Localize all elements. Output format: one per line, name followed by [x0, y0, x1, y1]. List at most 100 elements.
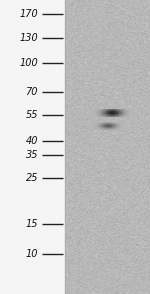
Bar — [118, 125, 119, 126]
Bar — [119, 128, 120, 129]
Bar — [129, 108, 130, 109]
Bar — [108, 108, 109, 109]
Bar — [118, 115, 119, 116]
Bar — [95, 127, 96, 128]
Bar — [92, 112, 93, 113]
Bar — [117, 114, 118, 115]
Bar — [97, 108, 98, 109]
Bar — [112, 123, 113, 124]
Bar — [114, 122, 115, 123]
Bar — [106, 115, 107, 116]
Bar — [98, 114, 99, 115]
Bar — [103, 127, 104, 128]
Bar — [107, 117, 108, 118]
Bar — [105, 108, 106, 109]
Bar — [127, 109, 128, 110]
Bar — [64, 0, 150, 294]
Bar — [119, 109, 120, 110]
Bar — [113, 124, 114, 125]
Bar — [114, 114, 115, 115]
Bar — [93, 109, 94, 110]
Bar — [112, 109, 113, 110]
Bar — [100, 127, 101, 128]
Bar — [97, 113, 98, 114]
Bar — [120, 117, 121, 118]
Bar — [104, 109, 105, 110]
Bar — [98, 117, 99, 118]
Bar — [110, 115, 111, 116]
Bar — [93, 123, 94, 124]
Bar — [110, 109, 111, 110]
Bar — [110, 117, 111, 118]
Bar — [100, 123, 101, 124]
Bar — [97, 115, 98, 116]
Bar — [120, 122, 121, 123]
Bar — [89, 127, 90, 128]
Bar — [129, 115, 130, 116]
Bar — [131, 113, 132, 114]
Bar — [105, 115, 106, 116]
Bar — [93, 111, 94, 112]
Bar — [132, 108, 133, 109]
Bar — [101, 124, 102, 125]
Bar — [117, 108, 118, 109]
Bar — [90, 112, 91, 113]
Bar — [114, 111, 115, 112]
Bar — [134, 115, 135, 116]
Bar — [121, 113, 122, 114]
Bar — [90, 108, 91, 109]
Bar — [91, 114, 92, 115]
Bar — [100, 117, 101, 118]
Bar — [127, 117, 128, 118]
Bar — [96, 115, 97, 116]
Bar — [126, 112, 127, 113]
Text: 40: 40 — [26, 136, 38, 146]
Bar — [111, 127, 112, 128]
Bar — [90, 123, 91, 124]
Bar — [106, 117, 107, 118]
Bar — [116, 109, 117, 110]
Bar — [107, 125, 108, 126]
Bar — [119, 123, 120, 124]
Bar — [110, 127, 111, 128]
Bar — [114, 108, 115, 109]
Bar — [97, 117, 98, 118]
Bar — [123, 108, 124, 109]
Bar — [130, 114, 131, 115]
Bar — [98, 109, 99, 110]
Bar — [111, 117, 112, 118]
Bar — [105, 124, 106, 125]
Bar — [98, 115, 99, 116]
Bar — [125, 112, 126, 113]
Bar — [96, 117, 97, 118]
Bar — [110, 108, 111, 109]
Bar — [97, 123, 98, 124]
Bar — [112, 113, 113, 114]
Bar — [123, 113, 124, 114]
Bar — [126, 108, 127, 109]
Bar — [94, 128, 95, 129]
Bar — [133, 113, 134, 114]
Bar — [105, 128, 106, 129]
Bar — [131, 115, 132, 116]
Bar — [111, 123, 112, 124]
Bar — [117, 109, 118, 110]
Bar — [101, 114, 102, 115]
Bar — [93, 124, 94, 125]
Bar — [93, 115, 94, 116]
Bar — [90, 109, 91, 110]
Bar — [114, 127, 115, 128]
Bar — [121, 109, 122, 110]
Bar — [109, 123, 110, 124]
Bar — [132, 109, 133, 110]
Bar — [130, 117, 131, 118]
Bar — [104, 127, 105, 128]
Bar — [90, 122, 91, 123]
Bar — [98, 113, 99, 114]
Bar — [112, 111, 113, 112]
Bar — [111, 115, 112, 116]
Bar — [97, 124, 98, 125]
Bar — [103, 111, 104, 112]
Text: 25: 25 — [26, 173, 38, 183]
Bar — [122, 115, 123, 116]
